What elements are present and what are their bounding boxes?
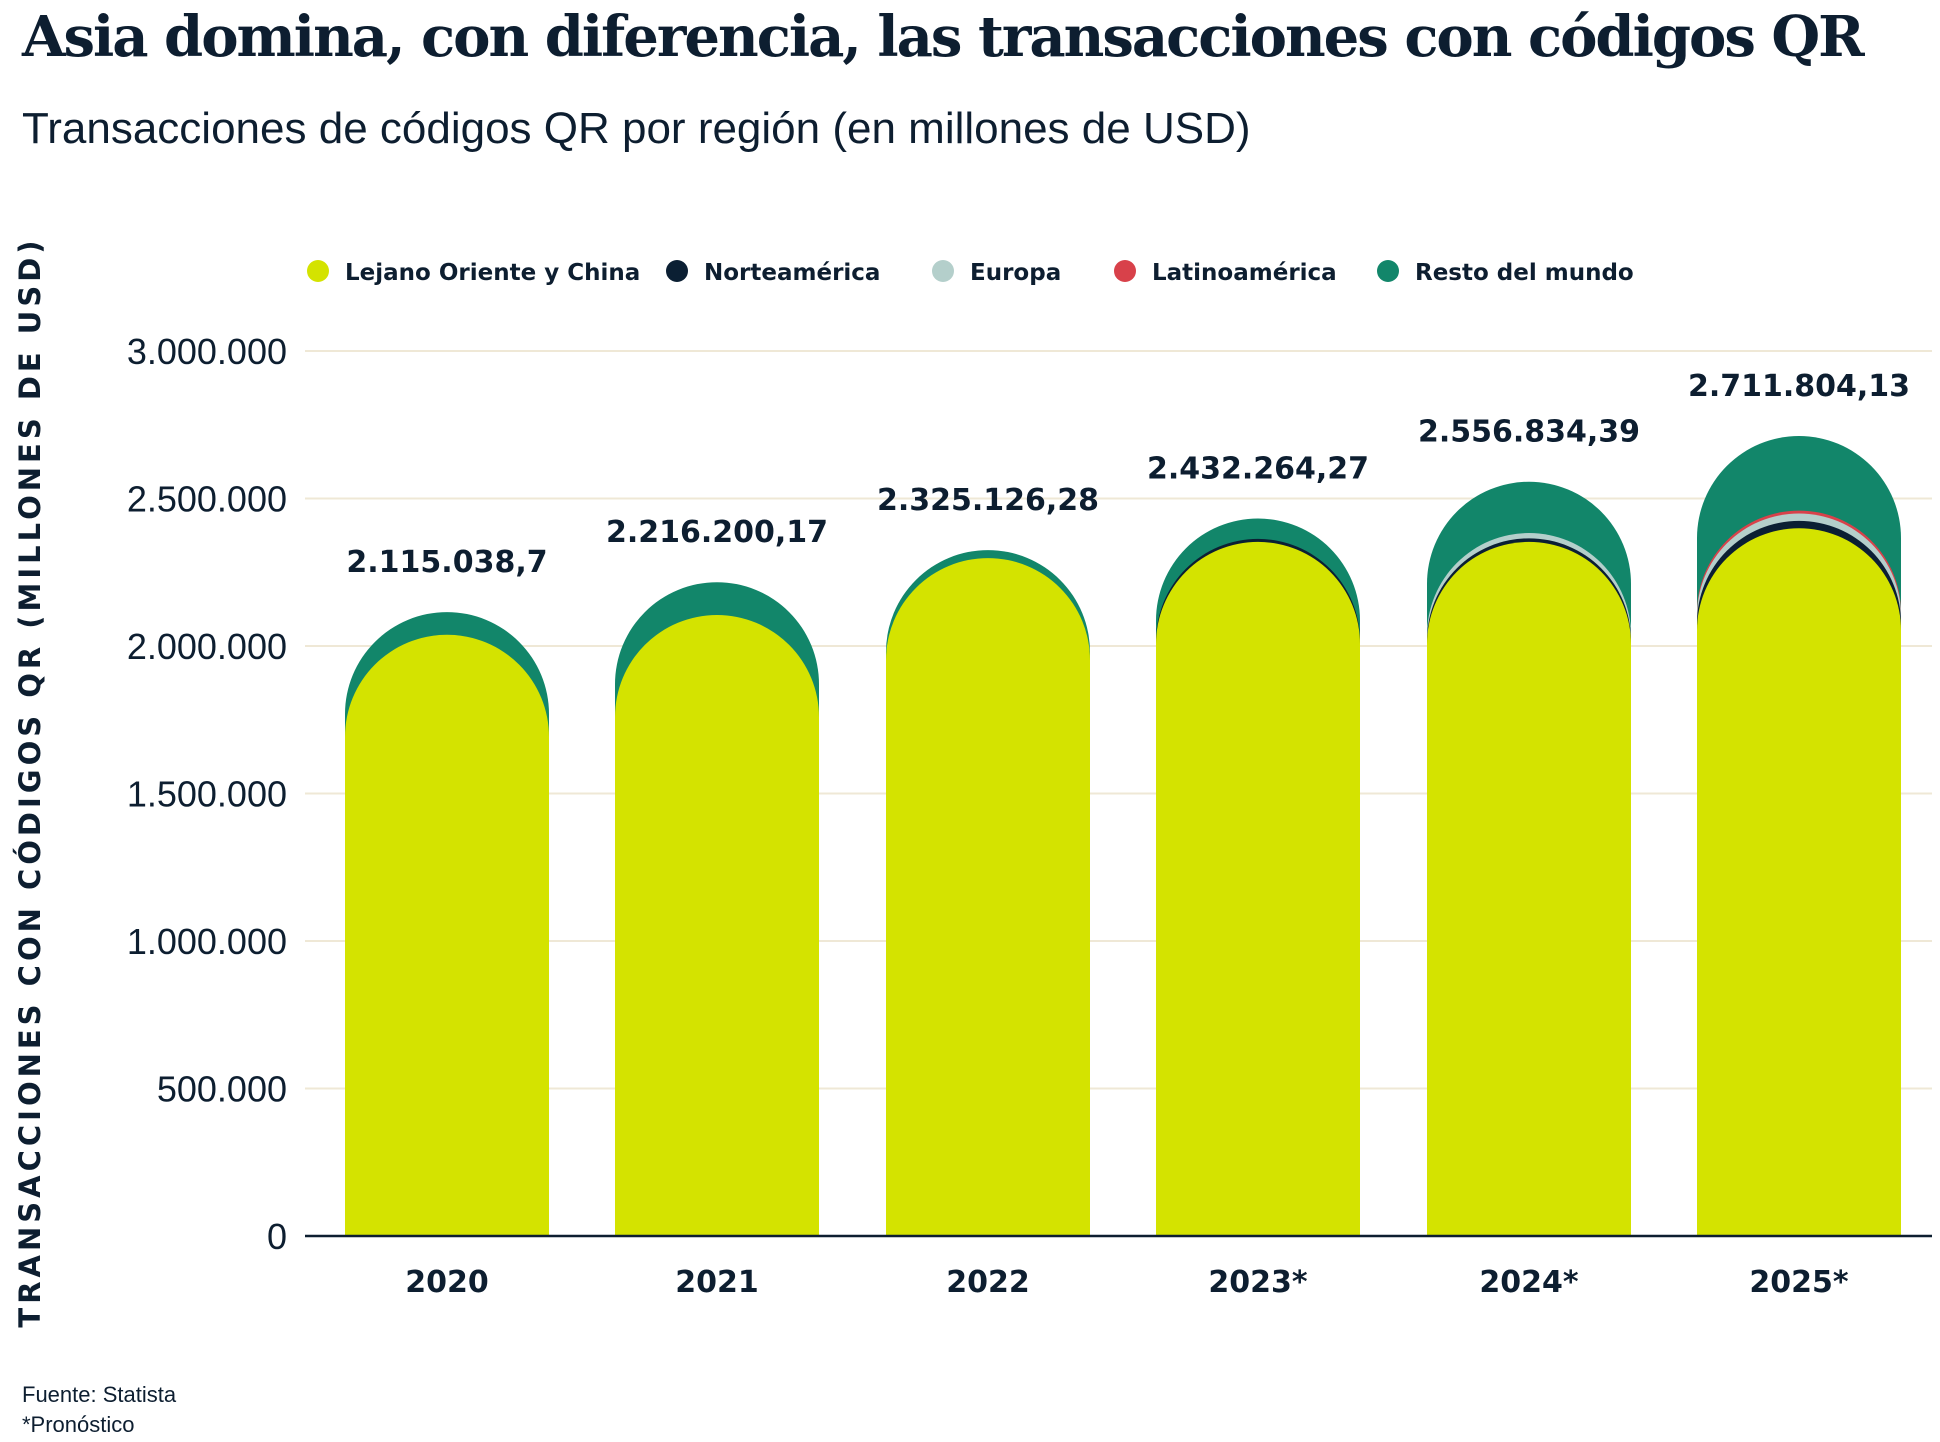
x-tick-label: 2020 bbox=[405, 1265, 489, 1300]
bar-segment bbox=[886, 558, 1090, 1236]
bar-segment bbox=[345, 634, 549, 1236]
legend-marker bbox=[932, 260, 954, 282]
y-tick-label: 1.000.000 bbox=[127, 921, 287, 962]
bar-segment bbox=[1156, 541, 1360, 1236]
y-tick-label: 2.500.000 bbox=[127, 479, 287, 520]
total-label: 2.216.200,17 bbox=[606, 515, 828, 550]
bar-segment bbox=[1427, 541, 1631, 1236]
legend-marker bbox=[666, 260, 688, 282]
total-label: 2.432.264,27 bbox=[1147, 451, 1369, 486]
x-tick-label: 2022 bbox=[946, 1265, 1030, 1300]
x-tick-label: 2021 bbox=[675, 1265, 759, 1300]
x-tick-label: 2023* bbox=[1208, 1265, 1307, 1300]
chart-title: Asia domina, con diferencia, las transac… bbox=[22, 4, 1865, 70]
total-label: 2.115.038,7 bbox=[346, 545, 547, 580]
y-tick-label: 3.000.000 bbox=[127, 331, 287, 372]
total-label: 2.325.126,28 bbox=[877, 483, 1099, 518]
legend-marker bbox=[307, 260, 329, 282]
legend-label: Resto del mundo bbox=[1415, 260, 1634, 286]
x-tick-label: 2024* bbox=[1479, 1265, 1578, 1300]
legend-marker bbox=[1377, 260, 1399, 282]
forecast-note: *Pronóstico bbox=[22, 1412, 135, 1437]
y-tick-label: 2.000.000 bbox=[127, 626, 287, 667]
legend-label: Lejano Oriente y China bbox=[345, 260, 640, 286]
total-label: 2.556.834,39 bbox=[1418, 415, 1640, 450]
footer: Fuente: Statista *Pronóstico bbox=[22, 1380, 176, 1440]
legend-label: Europa bbox=[970, 260, 1061, 286]
x-tick-label: 2025* bbox=[1749, 1265, 1848, 1300]
y-axis-title: TRANSACCIONES CON CÓDIGOS QR (MILLONES D… bbox=[13, 236, 47, 1327]
chart-subtitle: Transacciones de códigos QR por región (… bbox=[22, 104, 1251, 153]
legend-label: Norteamérica bbox=[704, 260, 880, 286]
y-tick-label: 1.500.000 bbox=[127, 774, 287, 815]
total-label: 2.711.804,13 bbox=[1688, 369, 1910, 404]
bar-segment bbox=[1697, 528, 1901, 1236]
legend-label: Latinoamérica bbox=[1152, 260, 1337, 286]
source-note: Fuente: Statista bbox=[22, 1382, 177, 1407]
y-tick-label: 0 bbox=[267, 1216, 287, 1257]
y-tick-label: 500.000 bbox=[157, 1069, 287, 1110]
legend-marker bbox=[1114, 260, 1136, 282]
bar-segment bbox=[615, 615, 819, 1236]
